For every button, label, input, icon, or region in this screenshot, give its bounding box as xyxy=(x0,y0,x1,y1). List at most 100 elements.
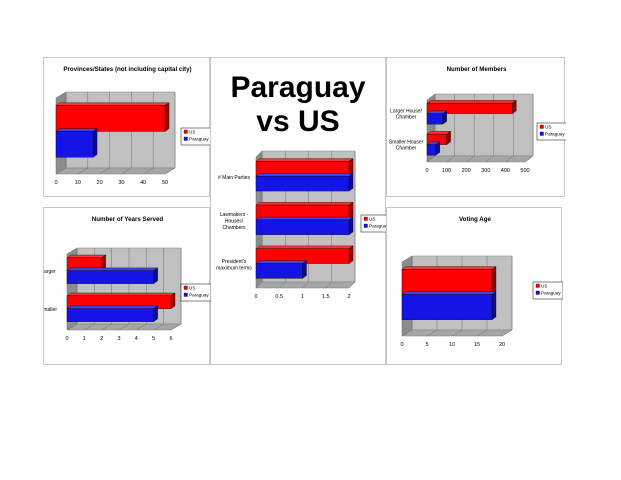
bar-top-provinces-0-1 xyxy=(55,128,98,132)
bar-top-main-1-0 xyxy=(255,202,354,206)
bar-main-1-1 xyxy=(255,219,350,235)
chart-title-provinces: Provinces/States (not including capital … xyxy=(63,66,191,73)
floor-gridline-main-4 xyxy=(348,281,356,289)
bar-voting-0-1 xyxy=(401,294,493,320)
category-label-line: Smaller House/ xyxy=(389,139,424,145)
bar-voting-0-0 xyxy=(401,269,493,295)
tick-label-provinces-4: 40 xyxy=(140,180,146,186)
legend-swatch-members-0 xyxy=(539,124,544,129)
bar-top-provinces-0-0 xyxy=(55,102,170,106)
bar-top-members-0-0 xyxy=(426,100,517,104)
tick-label-members-3: 300 xyxy=(481,168,490,174)
bar-members-0-0 xyxy=(426,102,513,114)
floor-gridline-provinces-4 xyxy=(143,167,154,175)
floor-gridline-voting-0 xyxy=(401,329,413,337)
legend-label-voting-0: US xyxy=(541,284,547,289)
bar-main-2-1 xyxy=(255,263,303,279)
bar-top-years-0-1 xyxy=(66,267,159,271)
legend-box-voting xyxy=(532,281,563,300)
tick-label-main-3: 1.5 xyxy=(322,294,330,300)
legend-label-provinces-0: US xyxy=(189,130,195,135)
bar-end-years-1-0 xyxy=(170,292,176,310)
tick-label-members-5: 500 xyxy=(520,168,529,174)
floor-gridline-voting-3 xyxy=(476,329,488,337)
legend-swatch-members-1 xyxy=(539,131,544,136)
floor-gridline-voting-2 xyxy=(451,329,463,337)
legend-label-years-0: US xyxy=(189,286,195,291)
floor-gridline-years-3 xyxy=(118,323,130,331)
floor-gridline-main-3 xyxy=(325,281,332,289)
tick-label-provinces-0: 0 xyxy=(54,180,57,186)
floor-gridline-members-4 xyxy=(505,155,514,163)
floor-gridline-main-1 xyxy=(279,281,286,289)
bar-end-provinces-0-1 xyxy=(92,128,98,158)
tick-label-main-2: 1 xyxy=(301,294,304,300)
legend-label-main-0: US xyxy=(369,217,375,222)
floor-gridline-provinces-3 xyxy=(121,167,132,175)
tick-label-provinces-2: 20 xyxy=(97,180,103,186)
headline-line1: Paraguay xyxy=(230,71,366,104)
tick-label-years-4: 4 xyxy=(135,336,138,342)
tick-label-voting-0: 0 xyxy=(400,342,403,348)
bar-end-main-0-1 xyxy=(348,173,354,192)
chart-svg-members: Number of Members 0 100 200 300 400 500 Larger … xyxy=(389,66,566,174)
headline-line2: vs US xyxy=(256,105,340,138)
legend-swatch-provinces-0 xyxy=(183,129,188,134)
tick-label-provinces-5: 50 xyxy=(162,180,168,186)
tick-label-voting-3: 15 xyxy=(474,342,480,348)
floor-gridline-years-6 xyxy=(170,323,182,331)
legend-swatch-years-1 xyxy=(183,292,188,297)
bar-members-1-1 xyxy=(426,144,436,156)
tick-label-years-6: 6 xyxy=(169,336,172,342)
bar-top-years-1-0 xyxy=(66,292,176,296)
category-label-line: Smaller xyxy=(44,307,57,313)
category-label-line: Lawmakers - xyxy=(220,212,249,218)
floor-gridline-voting-1 xyxy=(426,329,438,337)
floor-gridline-years-0 xyxy=(66,323,78,331)
floor-gridline-main-2 xyxy=(302,281,309,289)
bar-top-main-1-1 xyxy=(255,216,354,221)
category-label-line: Larger xyxy=(44,269,56,275)
tick-label-members-1: 100 xyxy=(442,168,451,174)
bar-provinces-0-1 xyxy=(55,131,94,158)
category-label-members-0: Larger House/Chamber xyxy=(390,108,422,120)
legend-label-years-1: Paraguay xyxy=(189,293,209,298)
tick-label-main-0: 0 xyxy=(254,294,257,300)
bar-provinces-0-0 xyxy=(55,105,166,132)
tick-label-members-4: 400 xyxy=(501,168,510,174)
legend-label-provinces-1: Paraguay xyxy=(189,137,209,142)
bar-end-main-2-1 xyxy=(302,260,307,279)
tick-label-voting-4: 20 xyxy=(499,342,505,348)
legend-swatch-main-1 xyxy=(363,223,368,228)
floor-gridline-provinces-5 xyxy=(164,167,176,175)
bar-top-voting-0-1 xyxy=(401,291,497,295)
legend-box-members xyxy=(536,122,566,141)
tick-label-provinces-3: 30 xyxy=(118,180,124,186)
category-label-main-2: President's maximum terms xyxy=(216,259,252,271)
category-label-line: Houses/ xyxy=(225,219,244,225)
tick-label-main-4: 2 xyxy=(347,294,350,300)
chart-svg-voting: Voting Age 0 5 10 15 20 US Paraguay xyxy=(400,216,563,348)
floor-members xyxy=(426,155,534,163)
bar-end-voting-0-0 xyxy=(491,266,497,295)
legend-box-years xyxy=(180,283,211,302)
bar-years-1-1 xyxy=(66,308,154,322)
bar-end-main-2-0 xyxy=(348,245,354,264)
tick-label-main-1: 0.5 xyxy=(275,294,283,300)
category-label-line: Chamber xyxy=(396,115,417,121)
category-label-line: Chambers xyxy=(222,225,246,231)
legend-label-voting-1: Paraguay xyxy=(541,291,561,296)
tick-label-members-2: 200 xyxy=(462,168,471,174)
floor-gridline-years-4 xyxy=(136,323,147,331)
category-label-years-0: Larger xyxy=(44,269,56,275)
floor-gridline-years-5 xyxy=(153,323,164,331)
tick-label-members-0: 0 xyxy=(425,168,428,174)
bar-top-main-2-1 xyxy=(255,260,308,264)
chart-title-voting: Voting Age xyxy=(459,216,492,223)
floor-gridline-members-5 xyxy=(524,155,534,163)
tick-label-years-0: 0 xyxy=(65,336,68,342)
floor-provinces xyxy=(55,167,176,175)
bar-members-0-1 xyxy=(426,113,443,125)
bar-years-0-1 xyxy=(66,270,154,284)
floor-gridline-members-3 xyxy=(485,155,494,163)
